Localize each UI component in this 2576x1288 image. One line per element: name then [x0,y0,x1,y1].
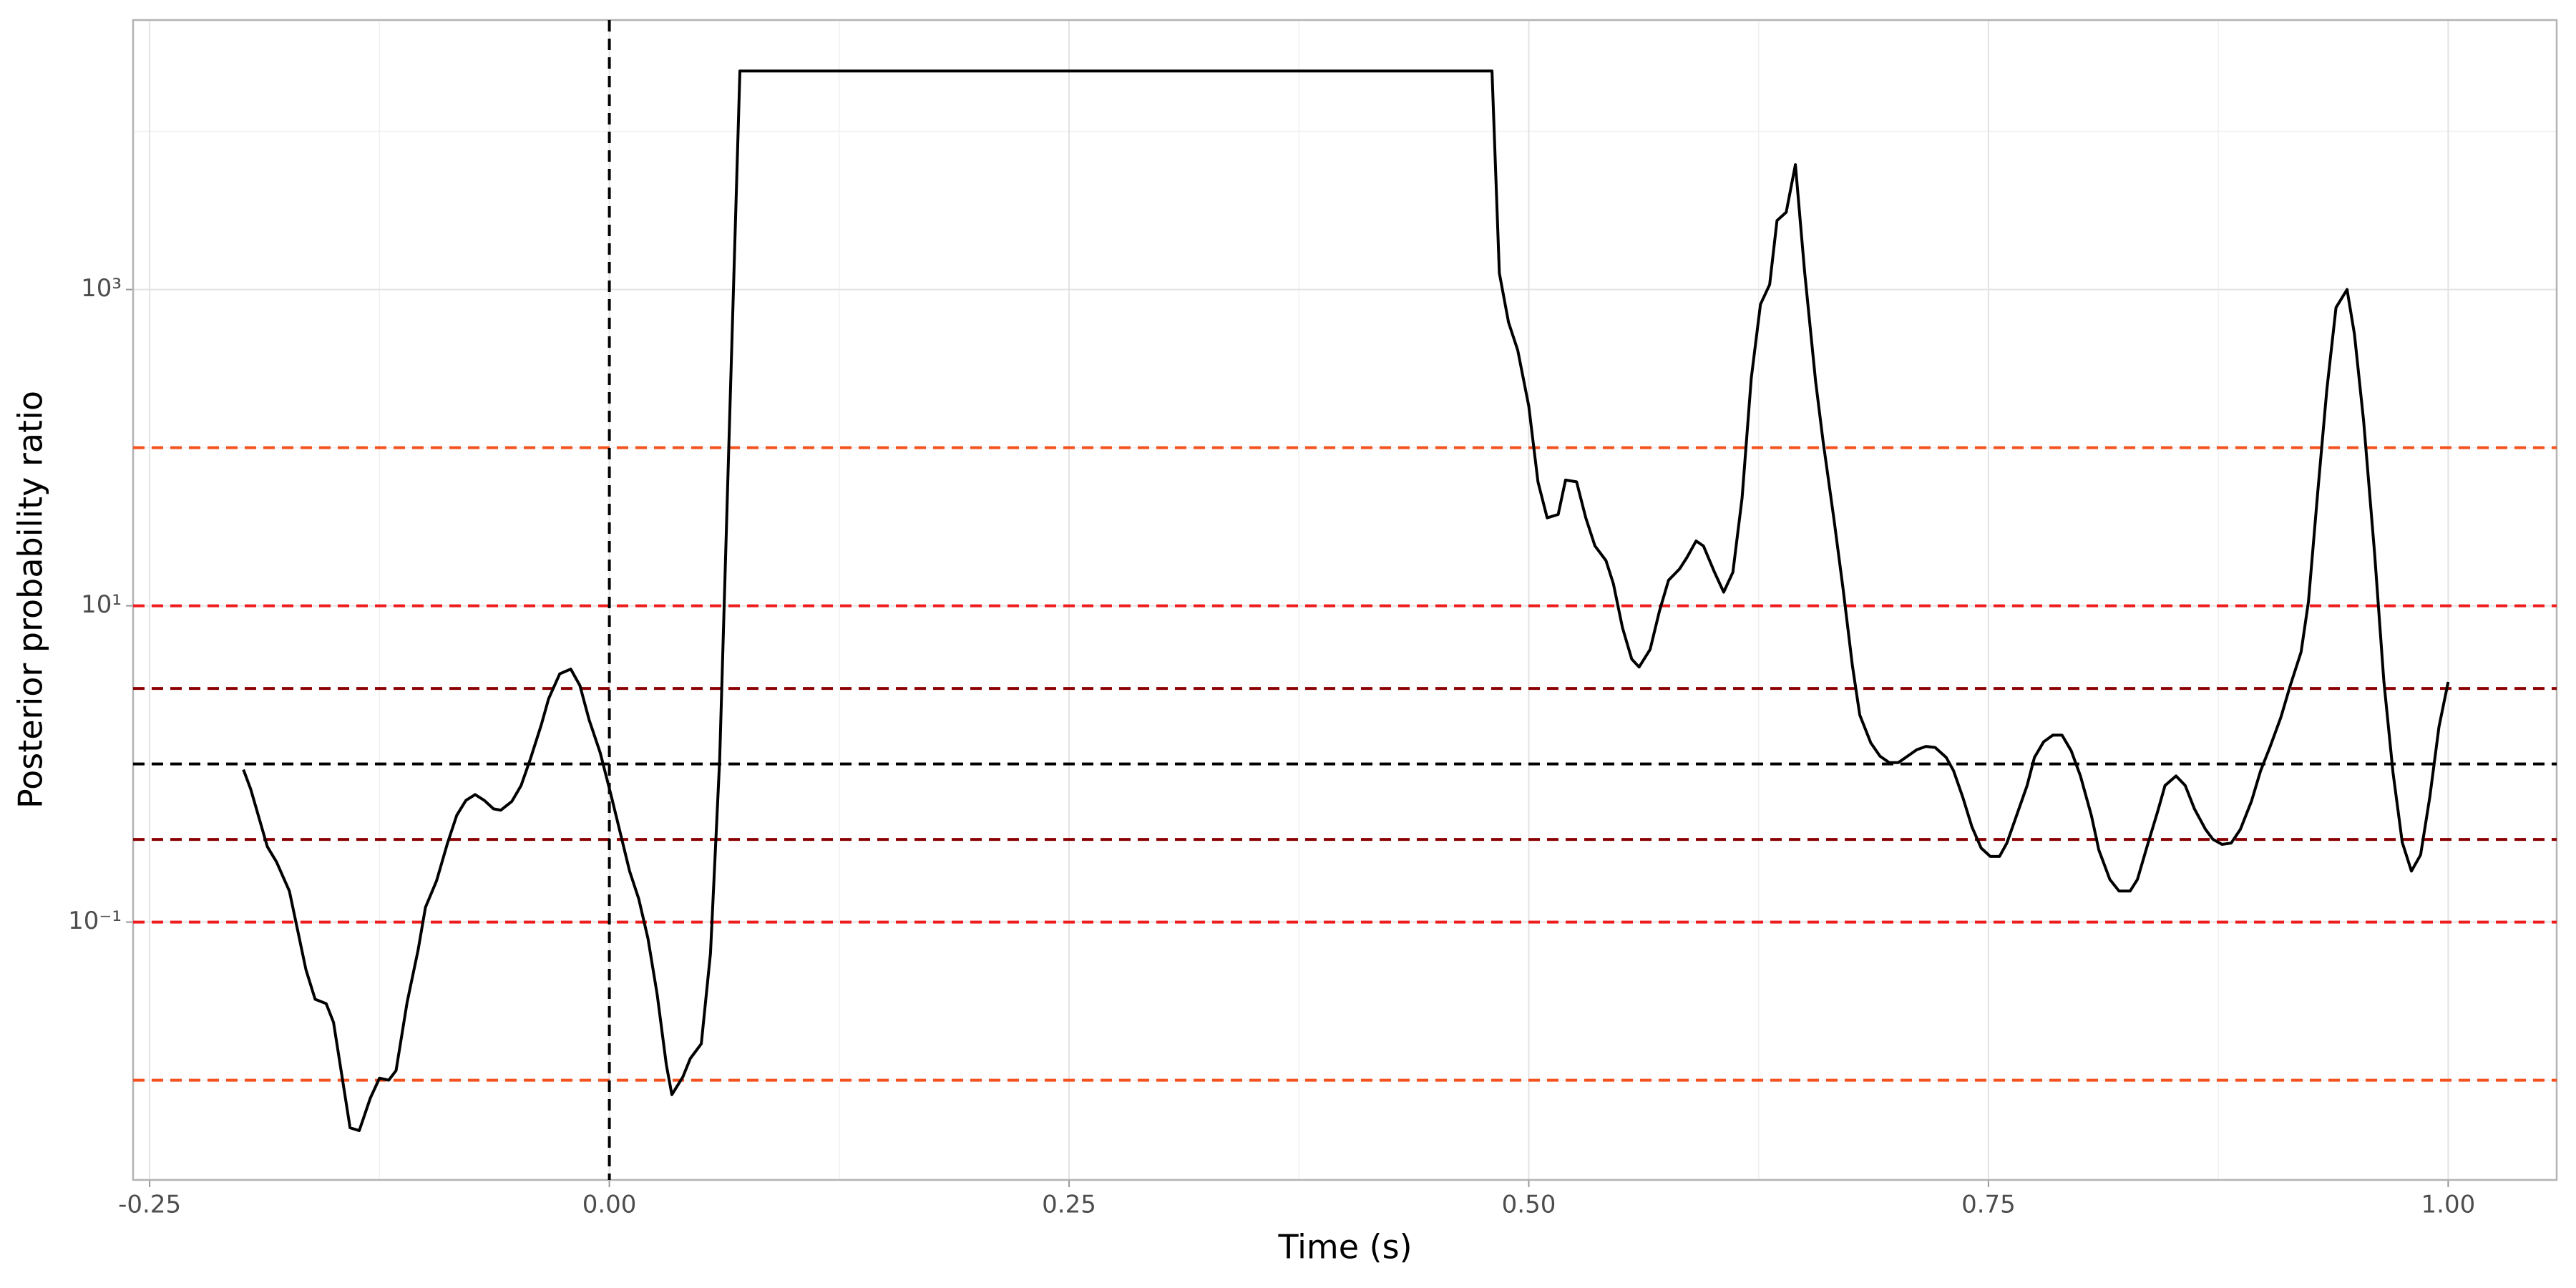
x-tick-label: 0.75 [1961,1191,2016,1219]
x-tick-label: 0.50 [1502,1191,1556,1219]
x-tick-label: 0.00 [582,1191,637,1219]
plot-border [132,19,2558,1181]
y-tick-label: 10³ [81,274,122,303]
y-tick-label: 10⁻¹ [68,907,122,935]
x-tick-label: -0.25 [118,1191,181,1219]
data-line [242,69,2450,1133]
x-axis-title: Time (s) [1277,1228,1412,1267]
x-tick-label: 1.00 [2421,1191,2476,1219]
x-tick-label: 0.25 [1042,1191,1096,1219]
y-axis-title: Posterior probability ratio [11,391,50,809]
y-tick-label: 10¹ [81,590,122,619]
